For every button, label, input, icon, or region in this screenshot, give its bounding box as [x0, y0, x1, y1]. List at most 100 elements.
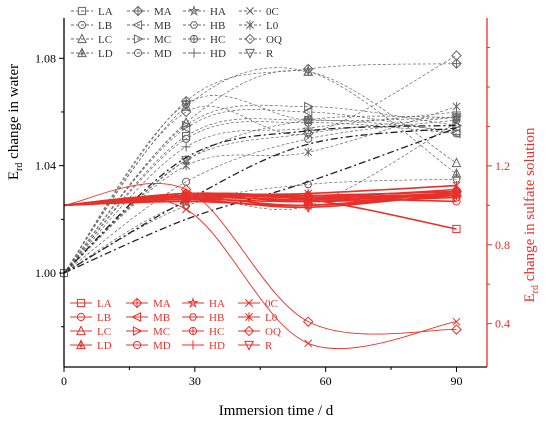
water-point: [304, 115, 313, 125]
x-tick-label: 90: [450, 374, 462, 388]
sulfate-point: [182, 205, 191, 214]
legend-label: HA: [209, 298, 225, 310]
water-point: [182, 99, 191, 109]
water-point: [304, 180, 313, 189]
legend-marker: [132, 340, 142, 350]
legend-marker: [188, 326, 198, 336]
sulfate-series-R: [63, 189, 462, 214]
legend-label: OQ: [265, 326, 281, 338]
water-point: [451, 113, 462, 124]
legend-entry-MD: MD: [126, 340, 171, 352]
water-point: [182, 132, 191, 141]
water-line: [63, 106, 457, 274]
legend-entry-L0: L0: [238, 312, 278, 324]
water-line: [63, 178, 457, 274]
legend-marker: [189, 34, 199, 44]
water-point: [181, 142, 191, 152]
legend-label: R: [266, 48, 274, 60]
legend-label: HA: [210, 6, 226, 18]
x-axis-title: Immersion time / d: [219, 403, 334, 419]
y-left-tick-label: 1.04: [35, 159, 56, 173]
water-line: [63, 109, 457, 274]
legend-marker: [244, 340, 254, 351]
legend-label: OQ: [266, 34, 282, 46]
legend-label: LB: [97, 312, 111, 324]
legend-marker: [244, 33, 256, 45]
y-right-tick-label: 0.8: [495, 238, 510, 252]
legend-marker: [245, 48, 255, 59]
legend-label: MB: [154, 20, 171, 32]
water-point: [452, 101, 461, 112]
legend-entry-OQ: OQ: [238, 325, 281, 338]
legend-label: HC: [209, 326, 224, 338]
legend-label: LD: [97, 340, 112, 352]
legend-entry-HC: HC: [182, 326, 224, 338]
legend-entry-LD: LD: [71, 47, 113, 60]
legend-marker: [133, 34, 144, 44]
legend-entry-MA: MA: [126, 297, 171, 310]
water-point: [450, 128, 461, 139]
y-left-tick-label: 1.08: [35, 51, 56, 65]
legend-label: MA: [154, 6, 172, 18]
water-line: [63, 104, 457, 274]
legend-label: LC: [98, 34, 112, 46]
y-axis-title-left: Erd change in water: [6, 64, 25, 180]
water-point: [304, 134, 313, 143]
legend-label: HC: [210, 34, 225, 46]
water-point: [303, 123, 313, 133]
legend-entry-LB: LB: [70, 312, 111, 324]
legend-marker: [189, 21, 199, 29]
legend-entry-HD: HD: [183, 48, 226, 60]
legend-marker: [132, 5, 144, 17]
legend-marker: [245, 299, 253, 307]
sulfate-point: [302, 316, 314, 327]
legend-label: L0: [266, 20, 279, 32]
legend-label: LC: [97, 326, 111, 338]
water-series-trend-17: [63, 127, 457, 274]
legend-marker: [76, 298, 86, 308]
legend-label: MC: [154, 34, 171, 46]
water-point: [303, 129, 314, 140]
legend-entry-HB: HB: [182, 312, 224, 324]
water-point: [181, 156, 192, 167]
legend-label: MA: [153, 298, 171, 310]
y-left-title-sub: rd: [14, 163, 25, 171]
legend-marker: [188, 313, 198, 321]
legend-label: 0C: [266, 6, 279, 18]
legend-entry-MC: MC: [127, 34, 171, 46]
legend-entry-0C: 0C: [239, 6, 279, 18]
legend-marker: [131, 312, 142, 322]
legend-entry-MB: MB: [127, 20, 171, 32]
water-series-MA: [63, 58, 462, 274]
water-series-HD: [63, 107, 462, 274]
water-series-LD: [63, 65, 462, 274]
legend-entry-HA: HA: [182, 296, 225, 310]
water-line: [63, 95, 457, 274]
sulfate-point: [452, 180, 461, 191]
y-right-title-rest: change in sulfate solution: [522, 127, 538, 285]
y-left-title-main: E: [6, 171, 22, 180]
legend-entry-HC: HC: [183, 34, 225, 46]
legend-entry-HA: HA: [183, 4, 226, 18]
sulfate-point: [303, 203, 314, 214]
legend-marker: [132, 326, 143, 336]
legend-entry-R: R: [239, 48, 274, 60]
water-point: [182, 120, 192, 131]
legend-entry-LA: LA: [71, 6, 113, 18]
legend-entry-MA: MA: [127, 5, 172, 18]
water-line: [63, 115, 457, 274]
legend-label: MD: [153, 340, 171, 352]
legend-entry-L0: L0: [239, 20, 279, 32]
x-tick-label: 60: [320, 374, 332, 388]
legend-label: MD: [154, 48, 172, 60]
legend-entry-R: R: [238, 340, 273, 352]
legend-label: MB: [153, 312, 170, 324]
axes: 0 30 60 90 1.00 1.04 1.08 0.4 0.8 1.2: [35, 18, 510, 388]
legend-entry-MC: MC: [126, 326, 170, 338]
sulfate-series-0C: [63, 197, 461, 349]
legend-marker: [132, 20, 143, 30]
legend-marker: [246, 7, 254, 15]
sulfate-point: [180, 184, 192, 195]
water-point: [302, 63, 314, 75]
